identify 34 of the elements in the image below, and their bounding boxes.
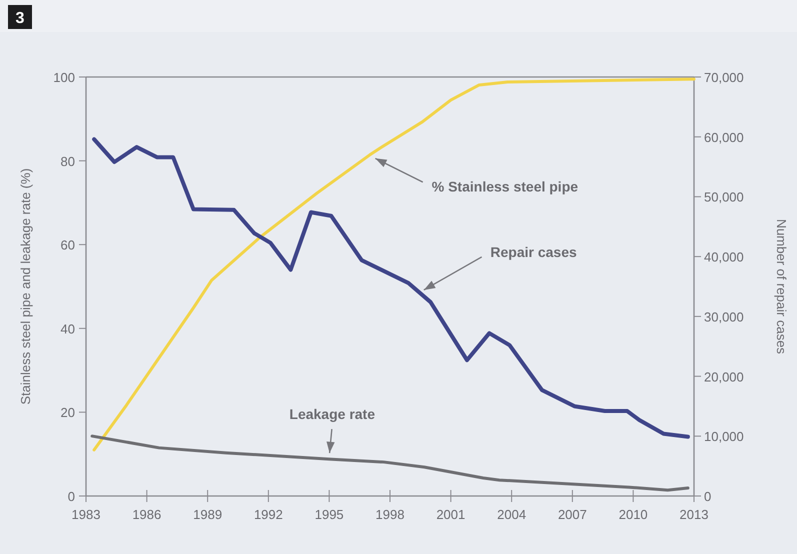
- y2-tick-label: 20,000: [704, 369, 744, 384]
- y-tick-label: 60: [60, 238, 75, 253]
- y2-tick-label: 0: [704, 489, 712, 504]
- x-tick-label: 1983: [72, 507, 100, 522]
- y-tick-label: 0: [68, 489, 75, 504]
- x-tick-label: 2010: [618, 507, 648, 522]
- y2-axis-title: Number of repair cases: [774, 218, 789, 355]
- y-tick-label: 20: [60, 405, 75, 420]
- x-tick-label: 1998: [376, 507, 404, 522]
- y-tick-label: 80: [60, 154, 75, 169]
- x-tick-label: 2013: [680, 507, 708, 522]
- annotation: Repair cases: [490, 244, 578, 260]
- y-tick-label: 100: [53, 70, 75, 85]
- y2-tick-label: 60,000: [704, 130, 744, 145]
- x-tick-label: 2004: [497, 507, 526, 522]
- y-tick-label: 40: [60, 321, 75, 336]
- line-series: [90, 434, 690, 492]
- line-series: [92, 78, 696, 452]
- annotation: Leakage rate: [289, 406, 376, 422]
- x-tick-label: 1992: [254, 507, 283, 522]
- x-tick-label: 1995: [314, 507, 344, 522]
- y-axis-title: Stainless steel pipe and leakage rate (%): [18, 168, 33, 405]
- y2-tick-label: 10,000: [704, 429, 744, 444]
- line-series: [92, 137, 690, 439]
- x-tick-label: 1989: [193, 507, 222, 522]
- x-tick-label: 2001: [436, 507, 466, 522]
- text: 3: [16, 10, 25, 27]
- y2-tick-label: 40,000: [704, 250, 744, 265]
- annotation: % Stainless steel pipe: [432, 178, 578, 195]
- x-tick-label: 1986: [132, 507, 162, 522]
- x-tick-label: 2007: [558, 507, 587, 522]
- y2-tick-label: 50,000: [704, 190, 744, 205]
- y2-tick-label: 30,000: [704, 309, 744, 324]
- y2-tick-label: 70,000: [704, 70, 744, 85]
